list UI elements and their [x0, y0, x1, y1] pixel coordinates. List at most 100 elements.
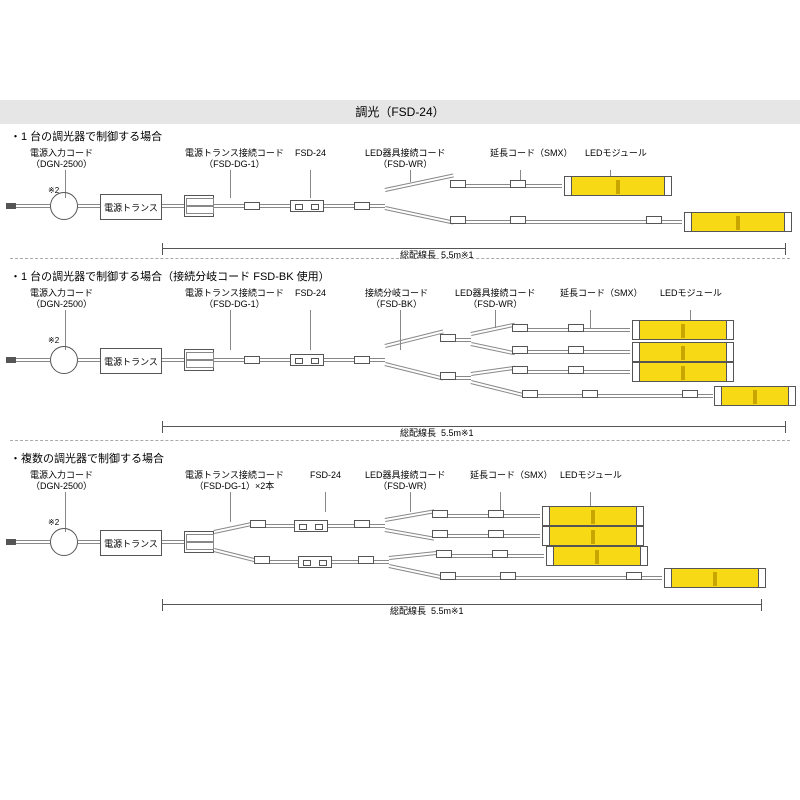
wire	[214, 522, 254, 534]
wire	[471, 380, 525, 397]
connector-icon	[568, 366, 584, 374]
led-module	[690, 212, 786, 232]
wire	[584, 370, 630, 374]
distribution-box	[184, 195, 214, 217]
trans-label: 電源トランス	[104, 355, 158, 368]
led-module	[638, 342, 728, 362]
wire	[642, 576, 662, 580]
wire	[332, 560, 358, 564]
diagram-3: 電源入力コード （DGN-2500） 電源トランス接続コード （FSD-DG-1…	[0, 470, 800, 630]
wire	[385, 173, 454, 191]
wire	[452, 554, 492, 558]
connector-icon	[582, 390, 598, 398]
plug-icon	[6, 203, 16, 209]
wire	[162, 540, 184, 544]
trans-box: 電源トランス	[100, 348, 162, 374]
connector-icon	[626, 572, 642, 580]
label-led-cord: LED器具接続コード （FSD-WR）	[365, 470, 446, 492]
wire	[584, 328, 630, 332]
connector-icon	[492, 550, 508, 558]
label-module: LEDモジュール	[560, 470, 622, 481]
wire	[504, 534, 540, 538]
connector-icon	[440, 372, 456, 380]
wire	[385, 330, 444, 348]
led-module	[570, 176, 666, 196]
wire	[508, 554, 544, 558]
trans-box: 電源トランス	[100, 194, 162, 220]
led-module	[638, 320, 728, 340]
distribution-box	[184, 349, 214, 371]
label-fsd: FSD-24	[295, 288, 326, 299]
plug-icon	[6, 539, 16, 545]
connector-icon	[354, 520, 370, 528]
label-ext: 延長コード（SMX）	[490, 148, 573, 159]
wire	[456, 576, 500, 580]
wire	[324, 204, 354, 208]
label-branch: 接続分岐コード （FSD-BK）	[365, 288, 428, 310]
connector-icon	[440, 334, 456, 342]
note2: ※2	[48, 518, 59, 527]
section-3-title: ・複数の調光器で制御する場合	[10, 450, 800, 466]
connector-icon	[512, 346, 528, 354]
leader	[410, 492, 411, 512]
connector-icon	[568, 324, 584, 332]
leader	[65, 492, 66, 532]
connector-icon	[646, 216, 662, 224]
connector-icon	[432, 510, 448, 518]
leader	[495, 310, 496, 328]
wire	[528, 350, 568, 354]
leader	[310, 310, 311, 350]
connector-icon	[254, 556, 270, 564]
wire	[471, 342, 516, 355]
label-trans-cord: 電源トランス接続コード （FSD-DG-1）×2本	[185, 470, 284, 492]
wire	[526, 184, 562, 188]
wire	[538, 394, 582, 398]
leader	[590, 310, 591, 328]
trans-label: 電源トランス	[104, 537, 158, 550]
trans-label: 電源トランス	[104, 201, 158, 214]
wire	[370, 204, 385, 208]
section-1: ・1 台の調光器で制御する場合 電源入力コード （DGN-2500） 電源トラン…	[0, 128, 800, 288]
led-module	[638, 362, 728, 382]
label-ext: 延長コード（SMX）	[560, 288, 643, 299]
leader	[230, 492, 231, 522]
wire	[471, 366, 516, 376]
fsd-box	[294, 520, 328, 532]
dim-line	[162, 604, 762, 605]
dim-label: 総配線長 5.5m※1	[390, 606, 464, 617]
wire	[528, 370, 568, 374]
wire	[385, 528, 435, 541]
label-led-cord: LED器具接続コード （FSD-WR）	[365, 148, 446, 170]
connector-icon	[244, 202, 260, 210]
wire	[504, 514, 540, 518]
dim-label: 総配線長 5.5m※1	[400, 250, 474, 261]
led-module	[670, 568, 760, 588]
plug-icon	[6, 357, 16, 363]
wire	[270, 560, 298, 564]
dim-label: 総配線長 5.5m※1	[400, 428, 474, 439]
leader	[230, 310, 231, 350]
wire	[374, 560, 389, 564]
fsd-box	[290, 200, 324, 212]
label-power-in: 電源入力コード （DGN-2500）	[30, 148, 93, 170]
wire	[370, 358, 385, 362]
wire	[214, 204, 244, 208]
connector-icon	[250, 520, 266, 528]
connector-icon	[450, 180, 466, 188]
wire	[456, 376, 471, 380]
leader	[500, 492, 501, 512]
label-fsd: FSD-24	[310, 470, 341, 481]
wire	[584, 350, 630, 354]
dim-line	[162, 426, 786, 427]
connector-icon	[436, 550, 452, 558]
section-2: ・1 台の調光器で制御する場合（接続分岐コード FSD-BK 使用） 電源入力コ…	[0, 268, 800, 478]
wire	[78, 540, 100, 544]
leader	[325, 492, 326, 512]
dim-line	[162, 248, 786, 249]
wire	[389, 551, 439, 560]
label-module: LEDモジュール	[660, 288, 722, 299]
connector-icon	[568, 346, 584, 354]
wire	[385, 362, 444, 380]
connector-icon	[440, 572, 456, 580]
section-2-title: ・1 台の調光器で制御する場合（接続分岐コード FSD-BK 使用）	[10, 268, 800, 284]
